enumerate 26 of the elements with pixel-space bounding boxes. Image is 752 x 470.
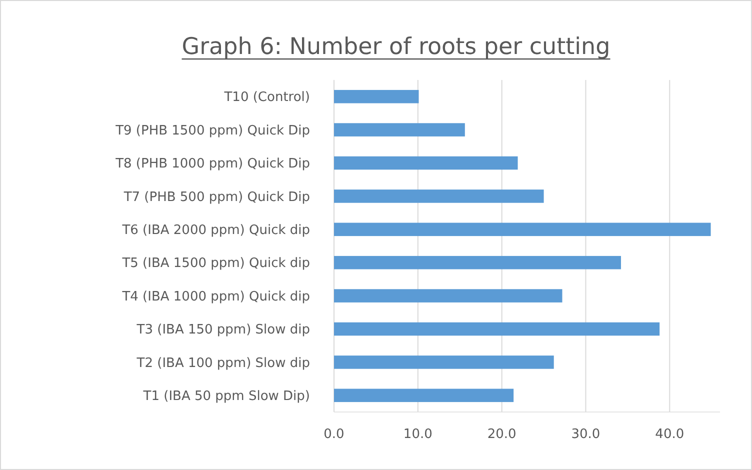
bar [334, 222, 711, 236]
y-tick-label: T1 (IBA 50 ppm Slow Dip) [142, 388, 310, 404]
y-tick-label: T4 (IBA 1000 ppm) Quick dip [121, 289, 310, 304]
bar [334, 289, 562, 302]
y-tick-label: T10 (Control) [223, 90, 310, 106]
y-tick-label: T5 (IBA 1500 ppm) Quick dip [121, 256, 310, 272]
x-tick-label: 0.0 [324, 427, 344, 442]
chart-title: Graph 6: Number of roots per cutting [182, 34, 610, 60]
x-tick-label: 40.0 [655, 427, 684, 442]
y-tick-label: T2 (IBA 100 ppm) Slow dip [136, 356, 310, 371]
y-tick-label: T9 (PHB 1500 ppm) Quick Dip [114, 123, 310, 138]
bar [334, 322, 660, 336]
y-tick-label: T3 (IBA 150 ppm) Slow dip [136, 322, 310, 338]
bar [334, 388, 514, 402]
bar [334, 90, 419, 104]
y-tick-label: T6 (IBA 2000 ppm) Quick dip [121, 222, 310, 238]
x-tick-label: 20.0 [487, 427, 516, 442]
bar [334, 123, 465, 136]
bar [334, 190, 544, 203]
y-tick-label: T8 (PHB 1000 ppm) Quick Dip [114, 156, 310, 172]
x-tick-label: 10.0 [403, 427, 432, 442]
bar [334, 156, 518, 170]
y-tick-label: T7 (PHB 500 ppm) Quick Dip [122, 190, 310, 205]
bar [334, 356, 554, 369]
bar [334, 256, 621, 270]
x-tick-label: 30.0 [571, 427, 600, 442]
